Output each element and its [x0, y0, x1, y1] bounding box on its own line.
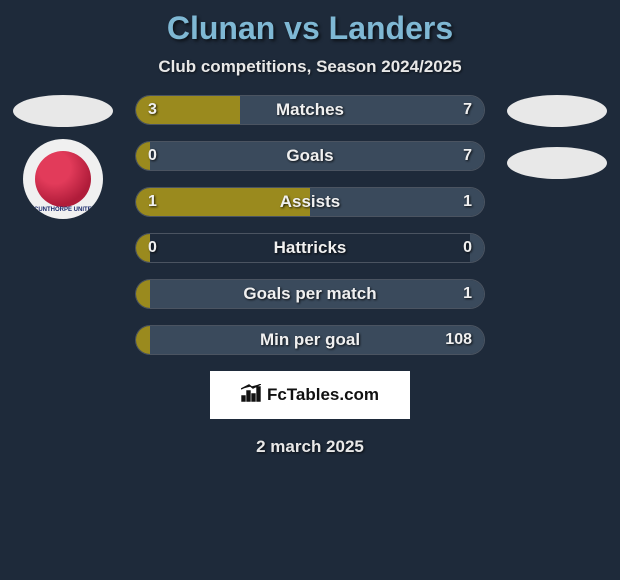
stat-label: Hattricks — [136, 234, 484, 262]
comparison-content: SCUNTHORPE UNITED 37Matches07Goals11Assi… — [0, 95, 620, 355]
stat-bar-right — [150, 142, 484, 170]
stat-row: 108Min per goal — [135, 325, 485, 355]
right-crest-placeholder-icon — [507, 147, 607, 179]
stat-value-left: 1 — [148, 188, 157, 216]
page-title: Clunan vs Landers — [0, 0, 620, 47]
stat-bar-left — [136, 326, 150, 354]
stat-bar-right — [150, 280, 484, 308]
stat-row: 07Goals — [135, 141, 485, 171]
stat-bar-right — [470, 234, 484, 262]
left-flag-icon — [13, 95, 113, 127]
stat-bar-left — [136, 188, 310, 216]
stat-row: 37Matches — [135, 95, 485, 125]
stat-value-left: 0 — [148, 234, 157, 262]
stat-row: 1Goals per match — [135, 279, 485, 309]
stat-value-right: 1 — [463, 280, 472, 308]
stat-value-right: 108 — [445, 326, 472, 354]
stat-value-left: 3 — [148, 96, 157, 124]
right-player-column — [502, 95, 612, 187]
left-crest-label: SCUNTHORPE UNITED — [23, 207, 103, 213]
stats-bars: 37Matches07Goals11Assists00Hattricks1Goa… — [135, 95, 485, 355]
brand-badge: FcTables.com — [210, 371, 410, 419]
stat-value-right: 7 — [463, 142, 472, 170]
date-label: 2 march 2025 — [0, 437, 620, 457]
stat-bar-right — [310, 188, 484, 216]
subtitle: Club competitions, Season 2024/2025 — [0, 57, 620, 77]
stat-value-right: 0 — [463, 234, 472, 262]
stat-row: 11Assists — [135, 187, 485, 217]
left-crest-icon: SCUNTHORPE UNITED — [23, 139, 103, 219]
left-player-column: SCUNTHORPE UNITED — [8, 95, 118, 219]
stat-row: 0 0Hattricks — [135, 233, 485, 263]
brand-chart-icon — [241, 384, 261, 407]
stat-bar-right — [240, 96, 484, 124]
stat-value-left: 0 — [148, 142, 157, 170]
stat-bar-right — [150, 326, 484, 354]
right-flag-icon — [507, 95, 607, 127]
brand-text: FcTables.com — [267, 385, 379, 405]
stat-bar-left — [136, 280, 150, 308]
stat-value-right: 1 — [463, 188, 472, 216]
stat-value-right: 7 — [463, 96, 472, 124]
